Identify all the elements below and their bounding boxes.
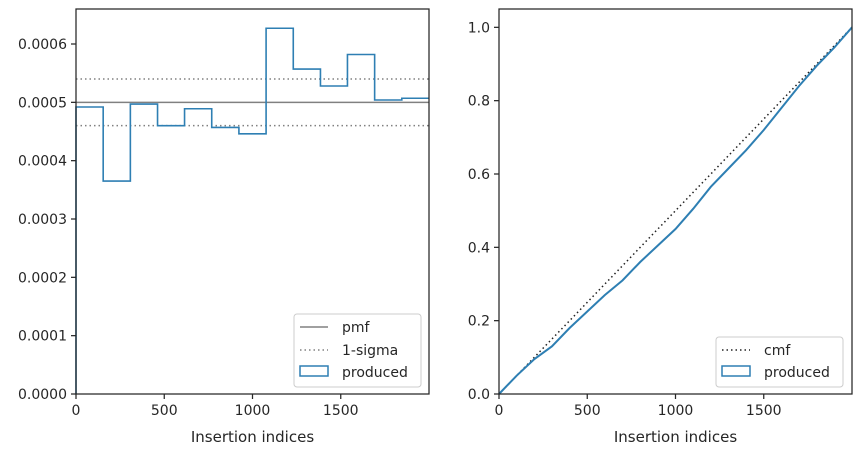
legend-1-sigma-label: 1-sigma xyxy=(342,343,398,359)
p1-ytick-label: 0.2 xyxy=(468,314,490,330)
p0-xtick-label: 0 xyxy=(72,403,81,419)
pmf-histogram-panel: 0.0000 0.0001 0.0002 0.0003 0.0004 0.0005 0.00… xyxy=(18,9,429,446)
produced-bin-0 xyxy=(76,107,103,394)
p1-ytick-label: 0.4 xyxy=(468,240,490,256)
p1-ytick-label: 0.0 xyxy=(468,387,490,403)
p1-xtick-label: 1000 xyxy=(658,403,694,419)
produced-bin-1 xyxy=(103,181,130,394)
p0-xtick-label: 1000 xyxy=(235,403,271,419)
right-x-axis-label: Insertion indices xyxy=(614,428,737,446)
right-plot-frame xyxy=(499,9,852,394)
p0-ytick-label: 0.0002 xyxy=(18,270,67,286)
p1-xtick-label: 0 xyxy=(495,403,504,419)
produced-bin-6 xyxy=(239,134,266,394)
p0-ytick-label: 0.0001 xyxy=(18,329,67,345)
p0-xtick-label: 500 xyxy=(151,403,178,419)
left-x-axis-label: Insertion indices xyxy=(191,428,314,446)
p0-ytick-label: 0.0005 xyxy=(18,95,67,111)
cmf-panel: 0.0 0.2 0.4 0.6 0.8 1.0 0 500 1000 1500 Insertio… xyxy=(468,9,852,446)
produced-bin-3 xyxy=(158,126,185,394)
left-legend: pmf 1-sigma produced xyxy=(294,314,421,387)
p1-ytick-label: 1.0 xyxy=(468,20,490,36)
right-legend: cmf produced xyxy=(716,337,843,387)
produced-bin-5 xyxy=(212,127,239,394)
p1-xtick-label: 500 xyxy=(574,403,601,419)
p0-ytick-label: 0.0004 xyxy=(18,154,67,170)
produced-bin-2 xyxy=(130,104,157,394)
p1-ytick-label: 0.6 xyxy=(468,167,490,183)
p0-ytick-label: 0.0000 xyxy=(18,387,67,403)
p0-xtick-label: 1500 xyxy=(323,403,359,419)
produced-bin-7 xyxy=(266,28,293,394)
legend-produced-label: produced xyxy=(342,365,408,381)
p1-xtick-label: 1500 xyxy=(746,403,782,419)
legend-produced-label-right: produced xyxy=(764,365,830,381)
legend-cmf-label: cmf xyxy=(764,343,791,359)
p1-ytick-label: 0.8 xyxy=(468,94,490,110)
p0-ytick-label: 0.0006 xyxy=(18,37,67,53)
legend-pmf-label: pmf xyxy=(342,320,371,336)
produced-bin-4 xyxy=(185,109,212,394)
p0-ytick-label: 0.0003 xyxy=(18,212,67,228)
